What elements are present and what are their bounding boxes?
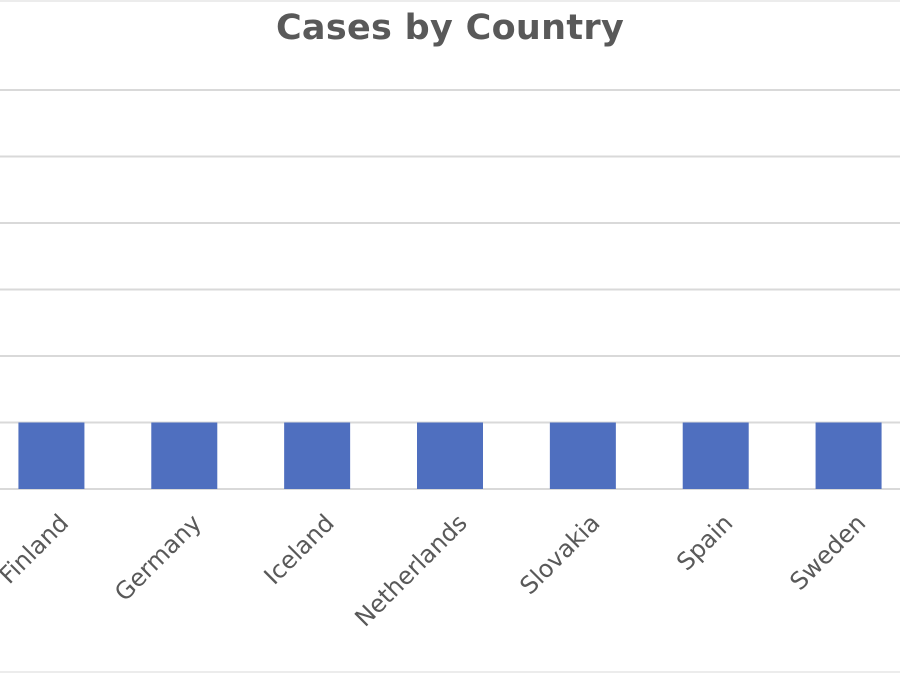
x-tick-label: Netherlands bbox=[349, 509, 472, 632]
bar-sweden bbox=[815, 422, 882, 489]
bar-germany bbox=[151, 422, 218, 489]
bar-finland bbox=[18, 422, 85, 489]
bar-iceland bbox=[284, 422, 351, 489]
x-tick-label: Iceland bbox=[259, 509, 340, 590]
x-tick-label: Spain bbox=[671, 509, 738, 576]
bar-netherlands bbox=[417, 422, 483, 489]
x-tick-label: Finland bbox=[0, 509, 74, 589]
chart-title: Cases by Country bbox=[275, 8, 625, 48]
bar-spain bbox=[682, 422, 749, 489]
x-tick-label: Sweden bbox=[784, 509, 871, 596]
x-tick-label: Germany bbox=[109, 509, 207, 607]
x-tick-label: Slovakia bbox=[514, 509, 605, 600]
bar-slovakia bbox=[549, 422, 616, 489]
